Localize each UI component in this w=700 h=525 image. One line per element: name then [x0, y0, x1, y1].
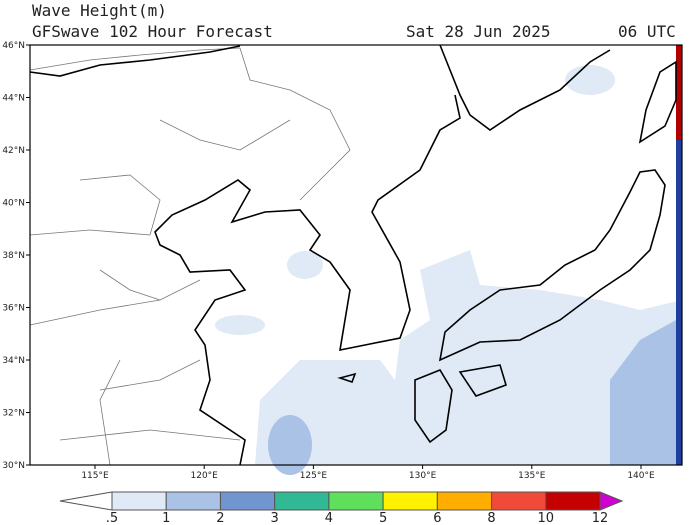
colorbar-label: 10 — [538, 511, 555, 525]
colorbar-label: 2 — [216, 511, 224, 525]
colorbar-swatch — [219, 491, 276, 511]
lon-label: 115°E — [81, 471, 109, 481]
edge-band — [676, 45, 682, 140]
lon-label: 135°E — [518, 471, 546, 481]
coastline — [414, 369, 453, 444]
lat-label: 40°N — [2, 199, 25, 209]
wave-area — [565, 65, 615, 95]
lat-label: 36°N — [2, 304, 25, 314]
coastline — [154, 94, 461, 466]
border — [29, 47, 351, 201]
lat-label: 44°N — [2, 94, 25, 104]
coastlines — [29, 44, 677, 466]
lon-label: 130°E — [409, 471, 437, 481]
colorbar-label: 1 — [162, 511, 170, 525]
lat-label: 38°N — [2, 251, 25, 261]
wave-area — [255, 250, 682, 465]
lon-label: 125°E — [300, 471, 328, 481]
wave-shading — [215, 65, 682, 465]
colorbar-label: 6 — [433, 511, 441, 525]
wave-area — [610, 320, 676, 465]
lat-label: 32°N — [2, 409, 25, 419]
lat-label: 30°N — [2, 461, 25, 471]
colorbar-label: 3 — [271, 511, 279, 525]
border — [99, 119, 291, 466]
map-area — [29, 44, 683, 475]
colorbar-label: 5 — [379, 511, 387, 525]
colorbar-label: 4 — [325, 511, 333, 525]
colorbar: .5 1 2 3 4 5 6 8 10 12 — [59, 491, 624, 525]
colorbar-swatch — [328, 491, 384, 511]
colorbar-over — [599, 491, 624, 511]
colorbar-label: 12 — [592, 511, 609, 525]
forecast-time: 06 UTC — [618, 22, 676, 41]
colorbar-swatch — [165, 491, 221, 511]
map-subtitle: GFSwave 102 Hour Forecast — [32, 22, 273, 41]
colorbar-label: .5 — [106, 511, 118, 525]
coastline — [29, 44, 611, 131]
colorbar-swatch — [382, 491, 438, 511]
colorbar-under — [59, 491, 113, 511]
graticule-labels: 46°N 44°N 42°N 40°N 38°N 36°N 34°N 32°N 30°N 115°… — [2, 41, 655, 481]
border — [29, 174, 241, 441]
forecast-date: Sat 28 Jun 2025 — [406, 22, 551, 41]
borders — [29, 47, 351, 466]
coastline — [337, 372, 357, 384]
lat-label: 46°N — [2, 41, 25, 51]
colorbar-label: 8 — [487, 511, 495, 525]
lon-label: 120°E — [191, 471, 219, 481]
lat-label: 42°N — [2, 146, 25, 156]
wave-area — [287, 251, 323, 279]
colorbar-swatch — [545, 491, 601, 511]
wave-area — [268, 415, 312, 475]
coastline — [458, 364, 507, 397]
wave-area — [215, 315, 265, 335]
colorbar-swatch — [491, 491, 547, 511]
lon-label: 140°E — [627, 471, 655, 481]
coastline — [638, 60, 677, 144]
edge-band — [676, 45, 682, 465]
wave-shading — [268, 320, 676, 475]
lat-label: 34°N — [2, 356, 25, 366]
colorbar-swatch — [436, 491, 493, 511]
coastline — [438, 169, 666, 362]
colorbar-swatch — [111, 491, 167, 511]
colorbar-swatch — [274, 491, 330, 511]
map-title: Wave Height(m) — [32, 1, 167, 20]
